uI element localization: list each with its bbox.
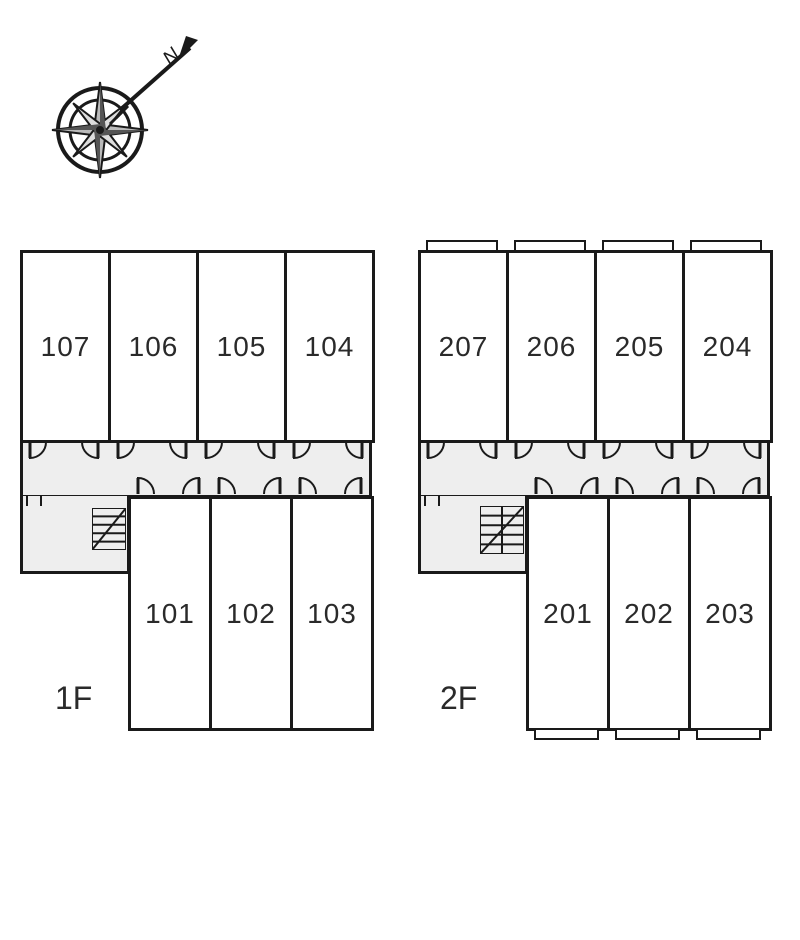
- unit-label: 206: [527, 331, 577, 363]
- balcony: [534, 728, 599, 740]
- door-swing: [346, 442, 362, 463]
- door-swing: [428, 442, 444, 463]
- unit-206: 206: [506, 250, 597, 443]
- unit-label: 104: [305, 331, 355, 363]
- door-swing: [692, 442, 708, 463]
- balcony: [690, 240, 762, 252]
- door-swing: [698, 478, 714, 499]
- door-swing: [170, 442, 186, 463]
- corridor-rail: [26, 496, 28, 506]
- floor-1F: 107 106 105 104 101 102 103: [20, 250, 420, 770]
- door-swing: [617, 478, 633, 499]
- floor-2F: 207 206 205 204 201 202 203: [418, 250, 800, 770]
- unit-203: 203: [688, 496, 772, 731]
- door-swing: [743, 478, 759, 499]
- door-swing: [480, 442, 496, 463]
- unit-label: 101: [145, 598, 195, 630]
- unit-label: 102: [226, 598, 276, 630]
- floor-label: 2F: [440, 680, 477, 717]
- unit-label: 205: [615, 331, 665, 363]
- balcony: [426, 240, 498, 252]
- unit-label: 207: [439, 331, 489, 363]
- compass-n-label: N: [159, 43, 185, 69]
- door-swing: [568, 442, 584, 463]
- door-swing: [82, 442, 98, 463]
- unit-101: 101: [128, 496, 212, 731]
- stairs-icon: [92, 508, 126, 555]
- unit-label: 202: [624, 598, 674, 630]
- unit-105: 105: [196, 250, 287, 443]
- unit-201: 201: [526, 496, 610, 731]
- unit-104: 104: [284, 250, 375, 443]
- corridor-rail: [438, 496, 440, 506]
- unit-102: 102: [209, 496, 293, 731]
- unit-205: 205: [594, 250, 685, 443]
- unit-label: 201: [543, 598, 593, 630]
- door-swing: [183, 478, 199, 499]
- door-swing: [294, 442, 310, 463]
- stairs-icon: [480, 506, 524, 559]
- door-swing: [744, 442, 760, 463]
- unit-207: 207: [418, 250, 509, 443]
- door-swing: [581, 478, 597, 499]
- door-swing: [264, 478, 280, 499]
- door-swing: [30, 442, 46, 463]
- unit-label: 106: [129, 331, 179, 363]
- corridor-rail: [40, 496, 42, 506]
- balcony: [696, 728, 761, 740]
- door-swing: [656, 442, 672, 463]
- unit-106: 106: [108, 250, 199, 443]
- corridor-rail: [424, 496, 426, 506]
- compass-rose: N: [40, 30, 220, 200]
- unit-label: 107: [41, 331, 91, 363]
- floor-label: 1F: [55, 680, 92, 717]
- balcony: [602, 240, 674, 252]
- unit-label: 103: [307, 598, 357, 630]
- balcony: [514, 240, 586, 252]
- door-swing: [662, 478, 678, 499]
- door-swing: [206, 442, 222, 463]
- door-swing: [516, 442, 532, 463]
- unit-103: 103: [290, 496, 374, 731]
- balcony: [615, 728, 680, 740]
- unit-label: 203: [705, 598, 755, 630]
- unit-204: 204: [682, 250, 773, 443]
- door-swing: [604, 442, 620, 463]
- door-swing: [300, 478, 316, 499]
- unit-202: 202: [607, 496, 691, 731]
- door-swing: [258, 442, 274, 463]
- door-swing: [345, 478, 361, 499]
- unit-107: 107: [20, 250, 111, 443]
- door-swing: [138, 478, 154, 499]
- door-swing: [536, 478, 552, 499]
- unit-label: 105: [217, 331, 267, 363]
- door-swing: [219, 478, 235, 499]
- floorplan-canvas: N 107 106 105 104 101 102 103: [0, 0, 800, 940]
- door-swing: [118, 442, 134, 463]
- unit-label: 204: [703, 331, 753, 363]
